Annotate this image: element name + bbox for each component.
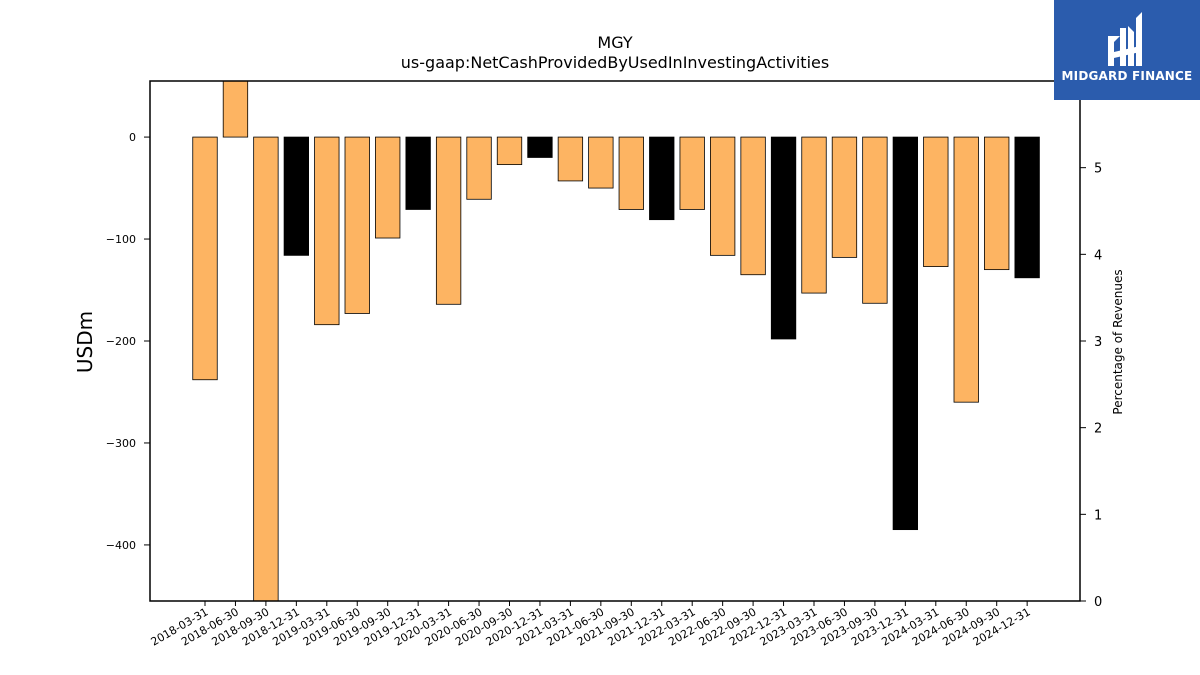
bar-2019-09-30 bbox=[375, 136, 401, 239]
y-tick-label: −300 bbox=[106, 437, 136, 450]
bar-2018-12-31 bbox=[283, 136, 310, 256]
bar-2023-12-31 bbox=[892, 136, 918, 531]
bar-2018-03-31 bbox=[192, 136, 218, 381]
y-tick-label: −200 bbox=[106, 335, 136, 348]
logo-text: MIDGARD FINANCE bbox=[1061, 69, 1193, 83]
x-axis: 2018-03-312018-06-302018-09-302018-12-31… bbox=[149, 601, 1033, 649]
bar-2022-06-30 bbox=[710, 136, 736, 256]
bar-2020-03-31 bbox=[435, 136, 462, 305]
bar-2020-09-30 bbox=[496, 136, 523, 166]
chart-subtitle: us-gaap:NetCashProvidedByUsedInInvesting… bbox=[401, 53, 829, 72]
bar-2021-06-30 bbox=[588, 136, 614, 189]
brand-logo: MIDGARD FINANCE bbox=[1054, 0, 1200, 100]
y-axis-label: USDm bbox=[73, 311, 97, 373]
bar-2024-03-31 bbox=[923, 136, 949, 267]
y-tick-label: 0 bbox=[129, 131, 136, 144]
bar-2020-12-31 bbox=[527, 136, 553, 158]
y-tick-label: −400 bbox=[106, 539, 136, 552]
bar-2022-12-31 bbox=[770, 136, 797, 340]
y2-axis-label: Percentage of Revenues bbox=[1111, 269, 1125, 414]
bar-2020-06-30 bbox=[466, 136, 492, 200]
chart-title: MGY bbox=[597, 33, 632, 52]
bar-2021-09-30 bbox=[618, 136, 644, 210]
y2-tick-label: 4 bbox=[1094, 248, 1102, 263]
bar-2024-06-30 bbox=[953, 136, 979, 403]
bar-2019-03-31 bbox=[314, 136, 340, 326]
y2-axis: 0 1 2 3 4 5 bbox=[1080, 162, 1102, 610]
bar-2021-12-31 bbox=[649, 136, 675, 221]
y2-tick-label: 2 bbox=[1094, 422, 1102, 437]
y2-tick-label: 5 bbox=[1094, 162, 1102, 177]
bar-2024-09-30 bbox=[984, 136, 1010, 271]
bar-2023-06-30 bbox=[831, 136, 858, 258]
bar-2023-09-30 bbox=[862, 136, 888, 304]
bar-2018-06-30 bbox=[222, 81, 249, 138]
y-axis: 0 −100 −200 −300 −400 bbox=[106, 131, 150, 552]
midgard-logo-icon bbox=[1108, 12, 1142, 66]
bar-2024-12-31 bbox=[1014, 136, 1040, 279]
bars-group bbox=[192, 81, 1040, 601]
y2-tick-label: 3 bbox=[1094, 335, 1102, 350]
y-tick-label: −100 bbox=[106, 233, 136, 246]
y2-tick-label: 1 bbox=[1094, 508, 1102, 523]
bar-2019-06-30 bbox=[344, 136, 370, 314]
bar-2018-09-30 bbox=[253, 136, 279, 601]
bar-2022-09-30 bbox=[740, 136, 766, 276]
bar-2023-03-31 bbox=[801, 136, 827, 294]
bar-2021-03-31 bbox=[557, 136, 584, 182]
y2-tick-label: 0 bbox=[1094, 595, 1102, 610]
bar-2022-03-31 bbox=[679, 136, 705, 210]
bar-2019-12-31 bbox=[405, 136, 431, 210]
